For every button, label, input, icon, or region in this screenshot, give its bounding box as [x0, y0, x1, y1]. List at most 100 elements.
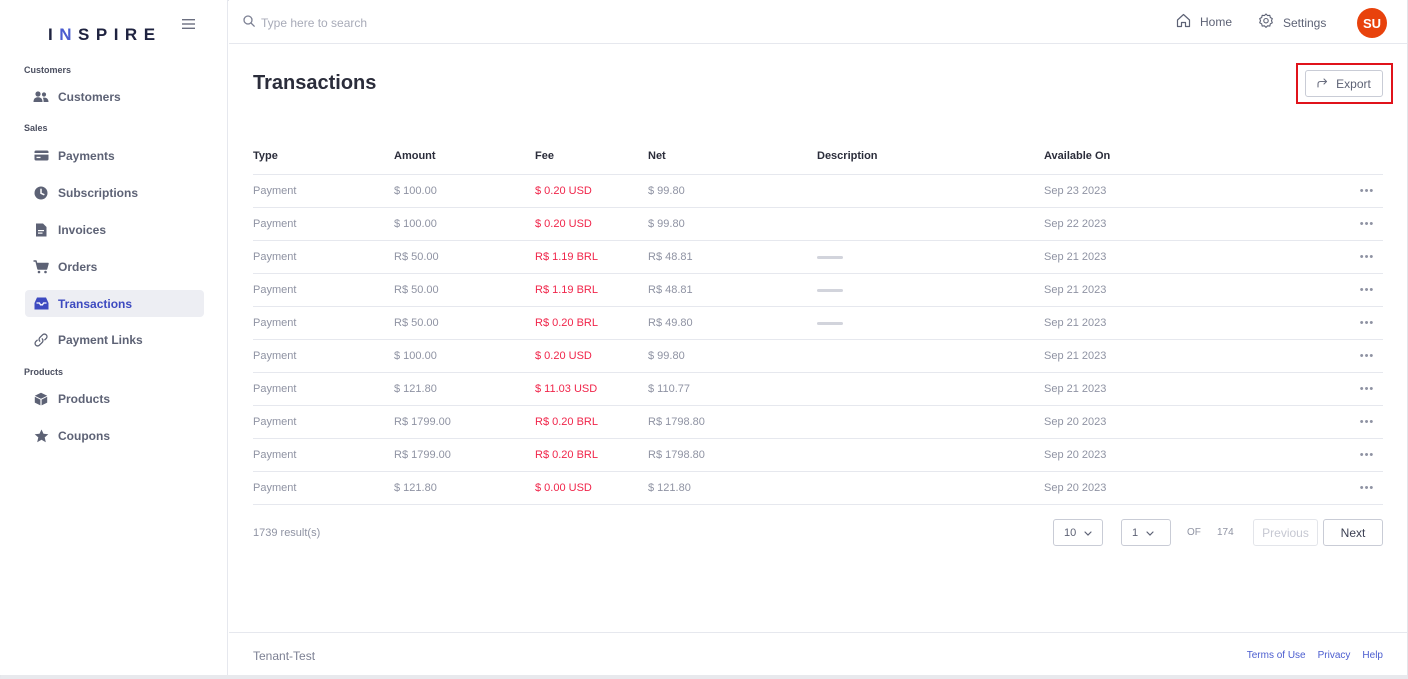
export-button[interactable]: Export — [1305, 70, 1383, 97]
cell-net: R$ 1798.80 — [648, 449, 705, 461]
row-more-actions-icon[interactable]: ••• — [1359, 449, 1375, 461]
cell-available-on: Sep 20 2023 — [1044, 482, 1107, 494]
cell-fee: R$ 0.20 BRL — [535, 416, 598, 428]
sidebar-item-payments[interactable]: Payments — [25, 142, 204, 169]
of-label: OF — [1187, 527, 1201, 538]
cell-net: $ 110.77 — [648, 383, 691, 395]
star-icon — [27, 429, 55, 443]
search-box — [243, 14, 521, 32]
column-header-net[interactable]: Net — [648, 150, 666, 162]
cell-available-on: Sep 21 2023 — [1044, 251, 1107, 263]
cell-net: R$ 1798.80 — [648, 416, 705, 428]
cell-available-on: Sep 20 2023 — [1044, 416, 1107, 428]
cell-available-on: Sep 22 2023 — [1044, 218, 1107, 230]
redacted-text — [817, 321, 843, 325]
logo-accent: N — [59, 25, 79, 44]
cell-available-on: Sep 21 2023 — [1044, 383, 1107, 395]
sidebar-item-customers[interactable]: Customers — [25, 83, 204, 110]
section-label-sales: Sales — [24, 123, 48, 133]
next-button[interactable]: Next — [1323, 519, 1383, 546]
export-highlight-box — [1296, 63, 1393, 104]
table-row[interactable]: Payment R$ 50.00 R$ 0.20 BRL R$ 49.80 Sep 21… — [253, 307, 1383, 340]
table-body: Payment $ 100.00 $ 0.20 USD $ 99.80 Sep 23 2… — [253, 175, 1383, 505]
cell-description-redacted — [817, 274, 843, 307]
menu-toggle-icon[interactable] — [182, 16, 195, 33]
inbox-icon — [27, 297, 55, 310]
terms-link[interactable]: Terms of Use — [1246, 650, 1306, 661]
row-more-actions-icon[interactable]: ••• — [1359, 284, 1375, 296]
table-row[interactable]: Payment R$ 50.00 R$ 1.19 BRL R$ 48.81 Sep 21… — [253, 241, 1383, 274]
row-more-actions-icon[interactable]: ••• — [1359, 251, 1375, 263]
cell-fee: R$ 1.19 BRL — [535, 284, 598, 296]
table-row[interactable]: Payment $ 100.00 $ 0.20 USD $ 99.80 Sep 22 2… — [253, 208, 1383, 241]
privacy-link[interactable]: Privacy — [1317, 650, 1351, 661]
previous-button[interactable]: Previous — [1253, 519, 1318, 546]
logo[interactable]: INSPIRE — [48, 25, 162, 45]
search-input[interactable] — [261, 16, 521, 30]
table-row[interactable]: Payment R$ 1799.00 R$ 0.20 BRL R$ 1798.80 Se… — [253, 406, 1383, 439]
row-more-actions-icon[interactable]: ••• — [1359, 185, 1375, 197]
cell-amount: $ 121.80 — [394, 383, 437, 395]
page-select[interactable]: 1 — [1121, 519, 1171, 546]
home-link[interactable]: Home — [1176, 13, 1232, 31]
topbar: Home Settings SU — [229, 0, 1407, 44]
table-row[interactable]: Payment $ 100.00 $ 0.20 USD $ 99.80 Sep 23 2… — [253, 175, 1383, 208]
redacted-text — [817, 288, 843, 292]
search-icon — [243, 14, 255, 32]
help-link[interactable]: Help — [1362, 650, 1383, 661]
cell-type: Payment — [253, 482, 297, 494]
sidebar-item-label: Customers — [58, 89, 121, 104]
row-more-actions-icon[interactable]: ••• — [1359, 482, 1375, 494]
table-row[interactable]: Payment R$ 1799.00 R$ 0.20 BRL R$ 1798.80 Se… — [253, 439, 1383, 472]
cell-amount: $ 100.00 — [394, 185, 437, 197]
cell-net: $ 121.80 — [648, 482, 691, 494]
cell-amount: R$ 1799.00 — [394, 416, 451, 428]
row-more-actions-icon[interactable]: ••• — [1359, 317, 1375, 329]
row-more-actions-icon[interactable]: ••• — [1359, 383, 1375, 395]
table-row[interactable]: Payment R$ 50.00 R$ 1.19 BRL R$ 48.81 Sep 21… — [253, 274, 1383, 307]
cell-type: Payment — [253, 317, 297, 329]
sidebar-item-products[interactable]: Products — [25, 385, 204, 412]
tenant-name: Tenant-Test — [253, 649, 316, 663]
table-row[interactable]: Payment $ 100.00 $ 0.20 USD $ 99.80 Sep 21 2… — [253, 340, 1383, 373]
row-more-actions-icon[interactable]: ••• — [1359, 350, 1375, 362]
cell-available-on: Sep 21 2023 — [1044, 317, 1107, 329]
gear-icon — [1258, 13, 1274, 32]
cell-net: R$ 48.81 — [648, 251, 693, 263]
cell-type: Payment — [253, 449, 297, 461]
settings-link[interactable]: Settings — [1258, 13, 1326, 32]
section-label-customers: Customers — [24, 65, 72, 75]
page-title: Transactions — [253, 72, 377, 94]
column-header-type[interactable]: Type — [253, 150, 278, 162]
cell-fee: $ 11.03 USD — [535, 383, 598, 395]
cell-net: R$ 49.80 — [648, 317, 693, 329]
page-value: 1 — [1132, 526, 1139, 539]
cell-available-on: Sep 23 2023 — [1044, 185, 1107, 197]
cell-description-redacted — [817, 241, 843, 274]
document-icon — [27, 223, 55, 237]
sidebar-item-subscriptions[interactable]: Subscriptions — [25, 179, 204, 206]
table-row[interactable]: Payment $ 121.80 $ 0.00 USD $ 121.80 Sep 20 … — [253, 472, 1383, 505]
sidebar-item-invoices[interactable]: Invoices — [25, 216, 204, 243]
sidebar-item-coupons[interactable]: Coupons — [25, 422, 204, 449]
table-row[interactable]: Payment $ 121.80 $ 11.03 USD $ 110.77 Sep 21… — [253, 373, 1383, 406]
box-icon — [27, 392, 55, 406]
sidebar-item-orders[interactable]: Orders — [25, 253, 204, 280]
cell-amount: R$ 50.00 — [394, 284, 439, 296]
footer-links: Terms of Use Privacy Help — [1247, 650, 1383, 661]
column-header-description[interactable]: Description — [817, 150, 878, 162]
chevron-down-icon — [1146, 528, 1154, 538]
column-header-amount[interactable]: Amount — [394, 150, 436, 162]
cell-net: $ 99.80 — [648, 218, 685, 230]
row-more-actions-icon[interactable]: ••• — [1359, 218, 1375, 230]
sidebar-item-payment-links[interactable]: Payment Links — [25, 326, 204, 353]
cell-fee: $ 0.20 USD — [535, 218, 592, 230]
clock-icon — [27, 186, 55, 200]
page-size-select[interactable]: 10 — [1053, 519, 1103, 546]
sidebar-item-transactions[interactable]: Transactions — [25, 290, 204, 317]
sidebar-item-label: Transactions — [58, 296, 133, 311]
avatar[interactable]: SU — [1357, 8, 1387, 38]
column-header-available-on[interactable]: Available On — [1044, 150, 1111, 162]
column-header-fee[interactable]: Fee — [535, 150, 554, 162]
row-more-actions-icon[interactable]: ••• — [1359, 416, 1375, 428]
